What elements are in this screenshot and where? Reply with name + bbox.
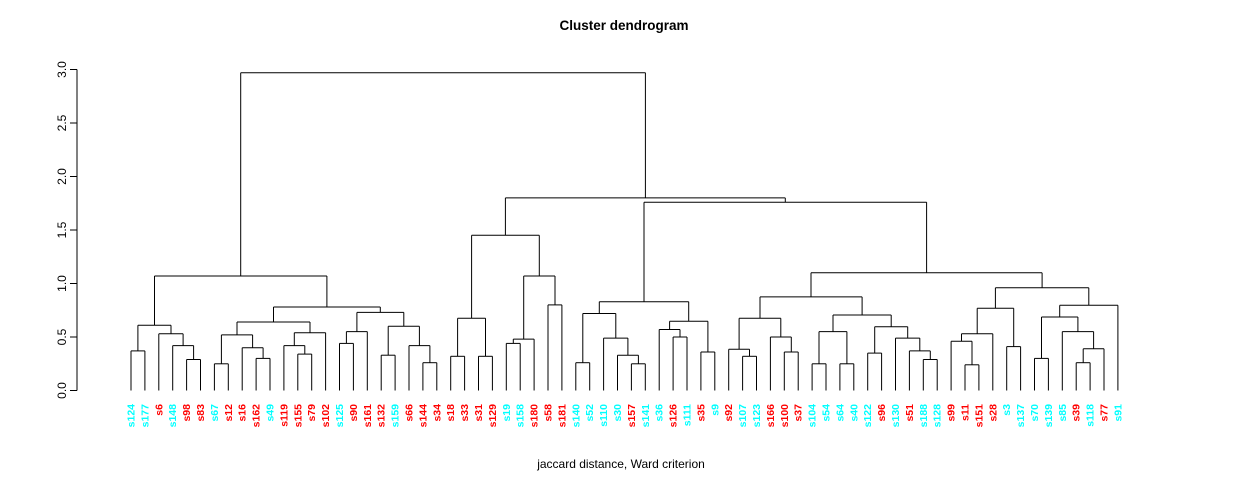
leaf-label: s123	[751, 404, 763, 428]
leaf-label: s102	[320, 404, 332, 428]
leaf-label: s141	[640, 404, 652, 428]
leaf-label: s99	[946, 404, 958, 422]
leaf-label: s161	[362, 404, 374, 428]
y-tick-label: 1.0	[55, 275, 69, 292]
leaf-label: s85	[1057, 404, 1069, 422]
x-axis-label: jaccard distance, Ward criterion	[536, 457, 705, 471]
y-tick-label: 2.0	[55, 168, 69, 185]
leaf-label: s49	[265, 404, 277, 422]
leaf-label: s40	[848, 404, 860, 422]
leaf-label: s54	[821, 404, 833, 422]
leaf-label: s128	[932, 404, 944, 428]
leaf-label: s33	[459, 404, 471, 422]
leaf-label: s31	[473, 404, 485, 422]
leaf-label: s100	[779, 404, 791, 428]
y-tick-label: 2.5	[55, 114, 69, 131]
y-tick-label: 1.5	[55, 221, 69, 238]
leaf-label: s70	[1029, 404, 1041, 422]
leaf-label: s140	[570, 404, 582, 428]
leaf-label: s177	[139, 404, 151, 428]
leaf-label: s166	[765, 404, 777, 428]
leaf-label: s107	[737, 404, 749, 428]
leaf-label: s91	[1112, 404, 1124, 422]
leaf-label: s58	[543, 404, 555, 422]
leaf-label: s137	[1015, 404, 1027, 428]
leaf-label: s92	[723, 404, 735, 422]
leaf-label: s151	[973, 404, 985, 428]
y-tick-label: 0.0	[55, 382, 69, 399]
leaf-label: s39	[1071, 404, 1083, 422]
leaf-label: s130	[890, 404, 902, 428]
leaf-label: s79	[306, 404, 318, 422]
leaf-label: s52	[584, 404, 596, 422]
leaf-label: s180	[529, 404, 541, 428]
leaf-label: s9	[709, 404, 721, 416]
leaf-label: s158	[515, 404, 527, 428]
leaf-label: s125	[334, 404, 346, 428]
leaf-label: s122	[862, 404, 874, 428]
leaf-label: s124	[126, 404, 138, 428]
leaf-label: s6	[153, 404, 165, 416]
leaf-label: s67	[209, 404, 221, 422]
y-axis: 0.0 0.5 1.0 1.5 2.0 2.5 3.0	[55, 61, 78, 399]
leaf-label: s77	[1099, 404, 1111, 422]
leaf-label: s126	[668, 404, 680, 428]
leaf-label: s104	[807, 404, 819, 428]
leaf-label: s16	[237, 404, 249, 422]
leaf-label: s132	[376, 404, 388, 428]
leaf-label: s19	[501, 404, 513, 422]
leaf-label: s64	[834, 404, 846, 422]
leaf-label: s110	[598, 404, 610, 427]
leaf-label: s96	[876, 404, 888, 422]
chart-title: Cluster dendrogram	[559, 18, 688, 33]
leaf-label: s18	[445, 404, 457, 422]
leaf-label: s159	[390, 404, 402, 428]
leaf-label: s98	[181, 404, 193, 422]
leaf-label: s34	[431, 404, 443, 422]
leaf-label: s129	[487, 404, 499, 428]
leaf-labels: s124 s177 s6 s148 s98 s83 s67 s12 s16 s162 s49 s119…	[126, 404, 1125, 428]
leaf-label: s51	[904, 404, 916, 422]
leaf-label: s66	[404, 404, 416, 422]
leaf-label: s162	[251, 404, 263, 428]
leaf-label: s3	[1001, 404, 1013, 416]
leaf-label: s28	[987, 404, 999, 422]
leaf-label: s35	[695, 404, 707, 422]
leaf-label: s36	[654, 404, 666, 422]
leaf-label: s118	[1085, 404, 1097, 427]
leaf-label: s83	[195, 404, 207, 422]
leaf-label: s155	[292, 404, 304, 428]
leaf-label: s12	[223, 404, 235, 422]
leaf-label: s139	[1043, 404, 1055, 428]
leaf-label: s148	[167, 404, 179, 428]
leaf-label: s144	[417, 404, 429, 428]
leaf-label: s157	[626, 404, 638, 428]
y-tick-label: 3.0	[55, 61, 69, 78]
y-tick-label: 0.5	[55, 328, 69, 345]
leaf-label: s188	[918, 404, 930, 428]
leaf-label: s90	[348, 404, 360, 422]
leaf-label: s37	[793, 404, 805, 422]
leaf-label: s11	[960, 404, 972, 421]
leaf-label: s111	[682, 404, 694, 426]
dendrogram-tree	[130, 72, 1119, 391]
leaf-label: s181	[556, 404, 568, 428]
leaf-label: s119	[278, 404, 290, 427]
leaf-label: s30	[612, 404, 624, 422]
